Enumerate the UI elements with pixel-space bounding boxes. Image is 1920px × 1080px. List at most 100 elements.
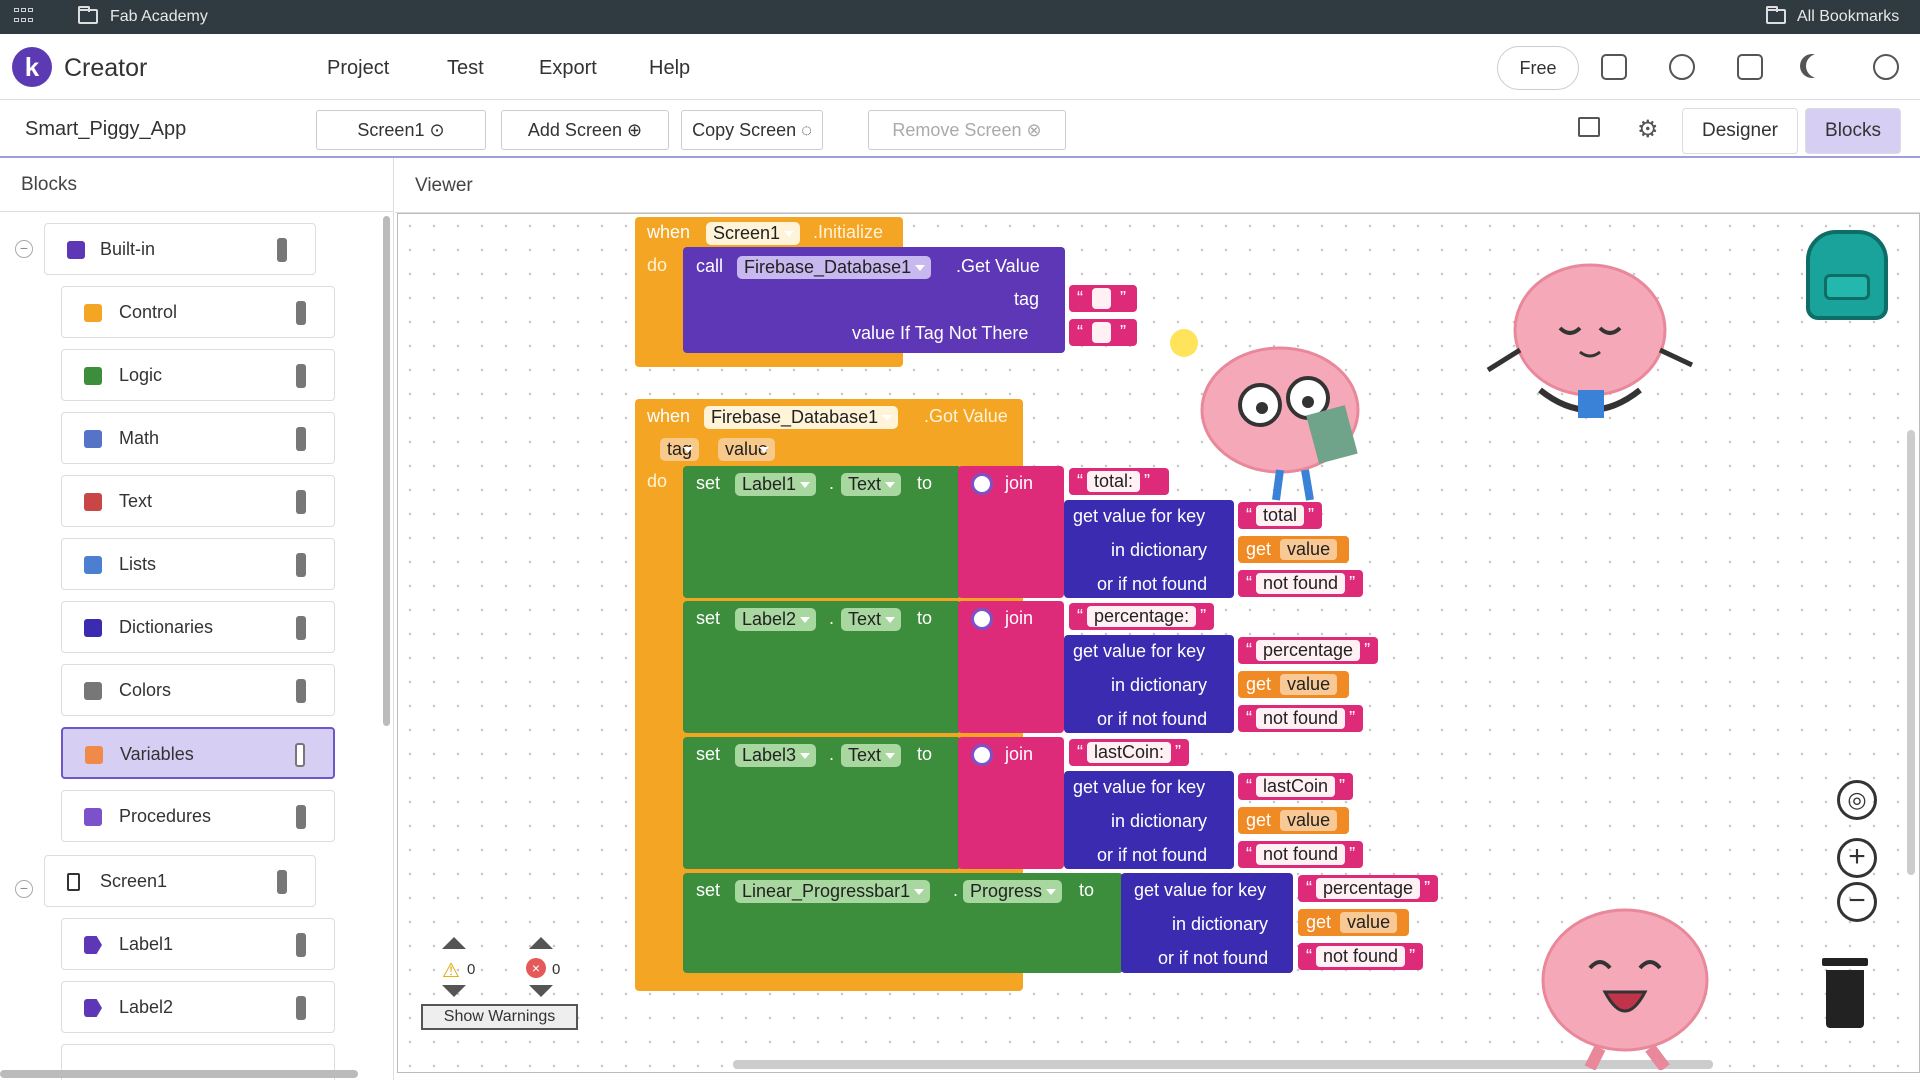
mutator-gear-icon[interactable] xyxy=(971,608,993,630)
workspace-h-scrollbar[interactable] xyxy=(733,1060,1713,1069)
drag-handle-icon[interactable] xyxy=(296,490,306,514)
category-variables[interactable]: Variables xyxy=(61,727,335,779)
component-label1[interactable]: Label1 xyxy=(61,918,335,970)
error-next-icon[interactable] xyxy=(529,985,553,997)
get-value-for-key-block[interactable] xyxy=(1121,873,1293,973)
mutator-gear-icon[interactable] xyxy=(971,473,993,495)
menu-help[interactable]: Help xyxy=(649,57,691,79)
string-block[interactable]: “not found” xyxy=(1238,841,1364,868)
category-colors[interactable]: Colors xyxy=(61,664,335,716)
warning-prev-icon[interactable] xyxy=(442,937,466,949)
mutator-gear-icon[interactable] xyxy=(971,744,993,766)
property-dropdown[interactable]: Progress xyxy=(963,880,1063,903)
folder-plus-icon[interactable] xyxy=(1601,54,1627,80)
component-label2[interactable]: Label2 xyxy=(61,981,335,1033)
warning-next-icon[interactable] xyxy=(442,985,466,997)
collapse-icon[interactable]: − xyxy=(15,880,33,898)
menu-test[interactable]: Test xyxy=(447,57,484,79)
string-block[interactable]: “percentage” xyxy=(1298,875,1439,902)
backpack-icon[interactable] xyxy=(1806,230,1888,320)
component-dropdown[interactable]: Linear_Progressbar1 xyxy=(735,880,931,903)
empty-string-block[interactable]: “ ” xyxy=(1069,319,1137,346)
screen-select[interactable]: Screen1 ⊙ xyxy=(316,110,486,150)
db-dropdown[interactable]: Firebase_Database1 xyxy=(737,256,932,279)
component-dropdown[interactable]: Label3 xyxy=(735,744,817,767)
menu-project[interactable]: Project xyxy=(327,57,390,79)
docs-icon[interactable] xyxy=(1737,54,1763,80)
string-block[interactable]: “percentage: ” xyxy=(1069,603,1215,630)
bookmark-folder[interactable]: Fab Academy xyxy=(110,8,208,25)
drag-handle-icon[interactable] xyxy=(296,427,306,451)
show-warnings-button[interactable]: Show Warnings xyxy=(421,1004,578,1030)
string-block[interactable]: “lastCoin” xyxy=(1238,773,1354,800)
drag-handle-icon[interactable] xyxy=(277,870,287,894)
string-block[interactable]: “total: ” xyxy=(1069,468,1169,495)
image-icon[interactable] xyxy=(1578,117,1600,137)
param-tag[interactable]: tag xyxy=(660,438,700,461)
category-math[interactable]: Math xyxy=(61,412,335,464)
empty-string-block[interactable]: “ ” xyxy=(1069,285,1137,312)
get-value-for-key-block[interactable] xyxy=(1064,635,1234,733)
zoom-in-icon[interactable]: + xyxy=(1837,838,1877,878)
recenter-icon[interactable]: ◎ xyxy=(1837,780,1877,820)
get-variable-block[interactable]: get value xyxy=(1238,671,1350,698)
error-prev-icon[interactable] xyxy=(529,937,553,949)
menu-export[interactable]: Export xyxy=(539,57,597,79)
string-block[interactable]: “not found” xyxy=(1298,943,1424,970)
drag-handle-icon[interactable] xyxy=(296,679,306,703)
category-builtin[interactable]: Built-in xyxy=(44,223,316,275)
tab-designer[interactable]: Designer xyxy=(1682,108,1798,154)
zoom-out-icon[interactable]: − xyxy=(1837,882,1877,922)
set-label-block[interactable] xyxy=(683,601,961,733)
component-dropdown[interactable]: Label1 xyxy=(735,473,817,496)
string-block[interactable]: “not found” xyxy=(1238,705,1364,732)
dark-mode-icon[interactable] xyxy=(1806,54,1830,78)
drag-handle-icon[interactable] xyxy=(296,616,306,640)
drag-handle-icon[interactable] xyxy=(296,364,306,388)
category-lists[interactable]: Lists xyxy=(61,538,335,590)
copy-screen-button[interactable]: Copy Screen ◌ xyxy=(681,110,823,150)
drag-handle-icon[interactable] xyxy=(296,301,306,325)
property-dropdown[interactable]: Text xyxy=(841,608,902,631)
string-block[interactable]: “percentage” xyxy=(1238,637,1379,664)
gallery-icon[interactable] xyxy=(1669,54,1695,80)
apps-grid-icon[interactable] xyxy=(14,8,34,26)
plan-button[interactable]: Free xyxy=(1497,46,1579,90)
logo[interactable]: k xyxy=(12,47,52,87)
category-logic[interactable]: Logic xyxy=(61,349,335,401)
get-value-for-key-block[interactable] xyxy=(1064,771,1234,869)
account-icon[interactable] xyxy=(1873,54,1899,80)
get-variable-block[interactable]: get value xyxy=(1238,536,1350,563)
drag-handle-icon[interactable] xyxy=(296,933,306,957)
property-dropdown[interactable]: Text xyxy=(841,744,902,767)
sidebar-scrollbar[interactable] xyxy=(383,216,390,726)
set-label-block[interactable] xyxy=(683,737,961,869)
get-value-for-key-block[interactable] xyxy=(1064,500,1234,598)
drag-handle-icon[interactable] xyxy=(296,553,306,577)
add-screen-button[interactable]: Add Screen ⊕ xyxy=(501,110,669,150)
category-procedures[interactable]: Procedures xyxy=(61,790,335,842)
remove-screen-button[interactable]: Remove Screen ⊗ xyxy=(868,110,1066,150)
screen-dropdown[interactable]: Screen1 xyxy=(706,222,801,245)
drag-handle-icon[interactable] xyxy=(295,743,305,767)
workspace-v-scrollbar[interactable] xyxy=(1907,430,1915,875)
collapse-icon[interactable]: − xyxy=(15,240,33,258)
category-control[interactable]: Control xyxy=(61,286,335,338)
trash-icon[interactable] xyxy=(1822,958,1868,1028)
tab-blocks[interactable]: Blocks xyxy=(1805,108,1901,154)
sidebar-h-scrollbar[interactable] xyxy=(0,1070,358,1078)
set-label-block[interactable] xyxy=(683,466,961,598)
drag-handle-icon[interactable] xyxy=(296,805,306,829)
string-block[interactable]: “total” xyxy=(1238,502,1323,529)
drag-handle-icon[interactable] xyxy=(277,238,287,262)
db-dropdown[interactable]: Firebase_Database1 xyxy=(704,406,899,429)
get-variable-block[interactable]: get value xyxy=(1298,909,1410,936)
all-bookmarks[interactable]: All Bookmarks xyxy=(1797,8,1900,25)
get-variable-block[interactable]: get value xyxy=(1238,807,1350,834)
param-value[interactable]: value xyxy=(718,438,776,461)
property-dropdown[interactable]: Text xyxy=(841,473,902,496)
component-dropdown[interactable]: Label2 xyxy=(735,608,817,631)
settings-gear-icon[interactable]: ⚙ xyxy=(1637,116,1659,143)
string-block[interactable]: “not found” xyxy=(1238,570,1364,597)
category-screen1[interactable]: Screen1 xyxy=(44,855,316,907)
